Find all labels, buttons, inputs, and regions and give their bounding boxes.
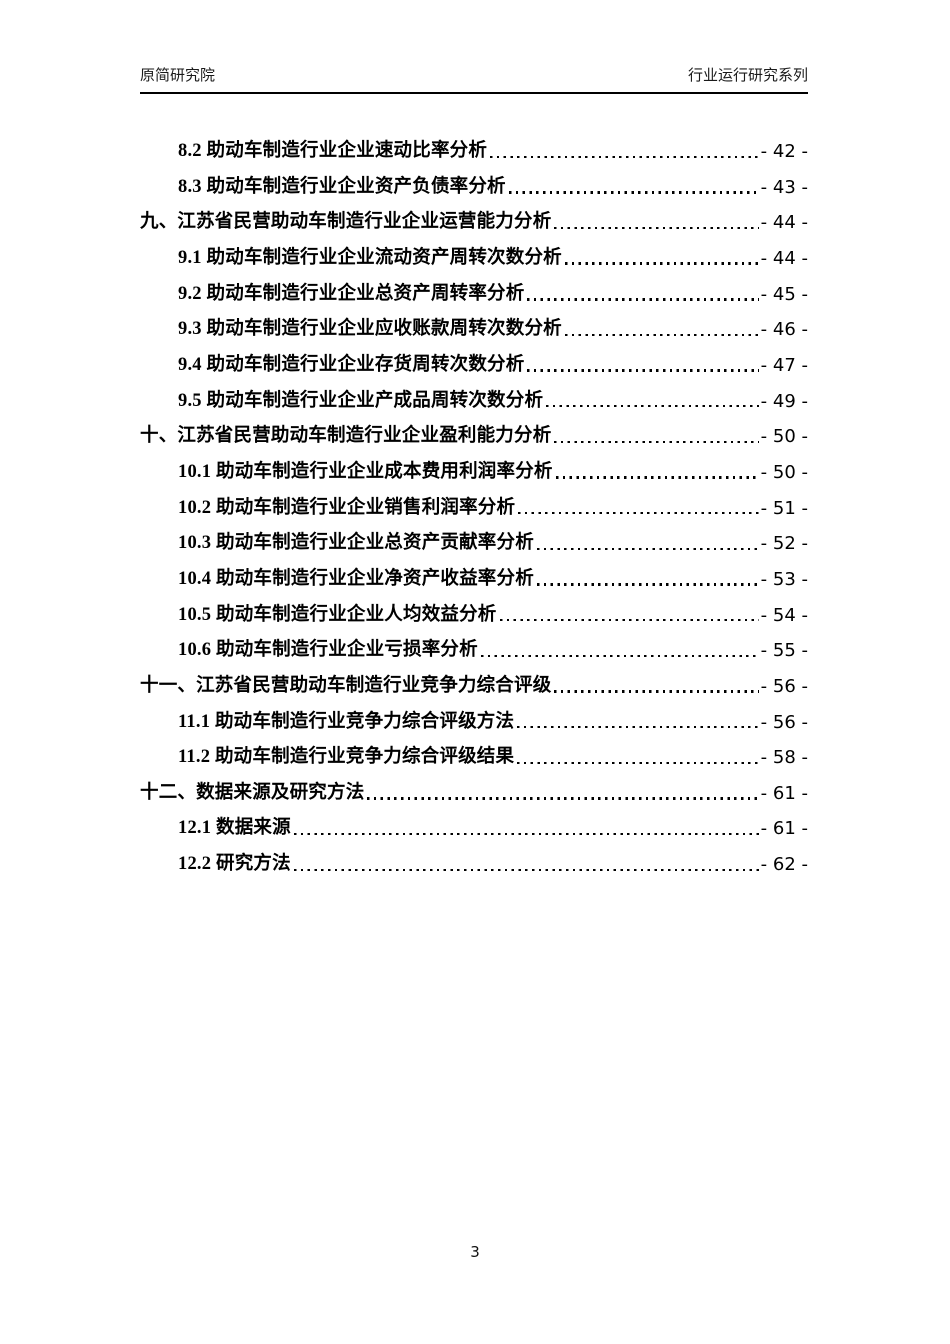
- dotted-leader: [367, 797, 759, 800]
- toc-entry-page: - 55 -: [760, 640, 808, 662]
- toc-entry-title: 9.1 助动车制造行业企业流动资产周转次数分析: [178, 247, 562, 268]
- dotted-leader: [480, 654, 759, 658]
- toc-entry[interactable]: 九、江苏省民营助动车制造行业企业运营能力分析 - 44 -: [140, 205, 808, 241]
- toc-entry-page: - 50 -: [760, 461, 808, 483]
- dotted-leader: [499, 619, 759, 622]
- toc-entry[interactable]: 9.3 助动车制造行业企业应收账款周转次数分析 - 46 -: [140, 312, 808, 348]
- dotted-leader: [546, 405, 759, 408]
- toc-entry[interactable]: 10.4 助动车制造行业企业净资产收益率分析 - 53 -: [140, 562, 808, 598]
- toc-entry[interactable]: 9.4 助动车制造行业企业存货周转次数分析 - 47 -: [140, 348, 808, 384]
- toc-entry-page: - 42 -: [760, 141, 808, 162]
- toc-entry[interactable]: 8.3 助动车制造行业企业资产负债率分析 - 43 -: [140, 170, 808, 206]
- toc-entry-title: 10.4 助动车制造行业企业净资产收益率分析: [178, 568, 534, 589]
- toc-entry-title: 十一、江苏省民营助动车制造行业竞争力综合评级: [140, 675, 552, 696]
- table-of-contents: 8.2 助动车制造行业企业速动比率分析 - 42 - 8.3 助动车制造行业企业…: [140, 134, 808, 883]
- toc-entry[interactable]: 11.2 助动车制造行业竞争力综合评级结果 - 58 -: [140, 740, 808, 776]
- toc-entry-title: 十、江苏省民营助动车制造行业企业盈利能力分析: [140, 426, 552, 447]
- toc-entry[interactable]: 十一、江苏省民营助动车制造行业竞争力综合评级 - 56 -: [140, 669, 808, 705]
- toc-entry-page: - 44 -: [760, 247, 808, 269]
- header-series-title: 行业运行研究系列: [687, 67, 808, 84]
- toc-entry-page: - 53 -: [760, 568, 808, 590]
- toc-entry-page: - 54 -: [760, 604, 808, 626]
- toc-entry[interactable]: 9.1 助动车制造行业企业流动资产周转次数分析 - 44 -: [140, 241, 808, 277]
- toc-entry[interactable]: 12.2 研究方法 - 62 -: [140, 847, 808, 883]
- dotted-leader: [517, 761, 759, 765]
- dotted-leader: [517, 726, 759, 729]
- toc-entry-title: 九、江苏省民营助动车制造行业企业运营能力分析: [140, 212, 552, 233]
- dotted-leader: [564, 262, 759, 265]
- toc-entry[interactable]: 10.3 助动车制造行业企业总资产贡献率分析 - 52 -: [140, 526, 808, 562]
- page-number: 3: [470, 1243, 480, 1261]
- dotted-leader: [564, 333, 759, 337]
- toc-entry-title: 9.5 助动车制造行业企业产成品周转次数分析: [178, 390, 544, 411]
- toc-entry-page: - 56 -: [760, 675, 808, 697]
- dotted-leader: [293, 832, 759, 836]
- toc-entry-title: 10.5 助动车制造行业企业人均效益分析: [178, 604, 497, 625]
- toc-entry-title: 8.2 助动车制造行业企业速动比率分析: [178, 141, 488, 161]
- toc-entry-page: - 43 -: [760, 176, 808, 198]
- toc-entry-title: 12.2 研究方法: [178, 854, 291, 875]
- toc-entry-title: 10.6 助动车制造行业企业亏损率分析: [178, 640, 478, 661]
- toc-entry-page: - 50 -: [760, 426, 808, 448]
- page-header: 原简研究院 行业运行研究系列: [140, 64, 808, 94]
- toc-entry[interactable]: 8.2 助动车制造行业企业速动比率分析 - 42 -: [140, 134, 808, 170]
- toc-entry[interactable]: 10.2 助动车制造行业企业销售利润率分析 - 51 -: [140, 491, 808, 527]
- toc-entry-title: 11.2 助动车制造行业竞争力综合评级结果: [178, 747, 515, 768]
- dotted-leader: [554, 440, 759, 444]
- dotted-leader: [527, 298, 759, 301]
- toc-entry[interactable]: 10.5 助动车制造行业企业人均效益分析 - 54 -: [140, 598, 808, 634]
- toc-entry-title: 10.1 助动车制造行业企业成本费用利润率分析: [178, 461, 553, 482]
- toc-entry[interactable]: 10.6 助动车制造行业企业亏损率分析 - 55 -: [140, 633, 808, 669]
- toc-entry-page: - 45 -: [760, 283, 808, 305]
- dotted-leader: [293, 868, 759, 872]
- toc-entry-title: 11.1 助动车制造行业竞争力综合评级方法: [178, 711, 515, 732]
- toc-entry-page: - 61 -: [760, 818, 808, 840]
- dotted-leader: [554, 690, 759, 693]
- toc-entry-page: - 62 -: [760, 854, 808, 876]
- dotted-leader: [555, 476, 759, 479]
- dotted-leader: [554, 226, 759, 230]
- toc-entry-title: 8.3 助动车制造行业企业资产负债率分析: [178, 176, 506, 197]
- toc-entry-page: - 52 -: [760, 533, 808, 555]
- toc-entry-page: - 56 -: [760, 711, 808, 733]
- toc-entry-page: - 49 -: [760, 390, 808, 412]
- toc-entry-page: - 51 -: [760, 497, 808, 519]
- toc-entry-title: 9.2 助动车制造行业企业总资产周转率分析: [178, 283, 525, 304]
- dotted-leader: [536, 547, 759, 551]
- toc-entry-title: 12.1 数据来源: [178, 818, 291, 839]
- toc-entry-page: - 61 -: [760, 782, 808, 804]
- toc-entry[interactable]: 十二、数据来源及研究方法 - 61 -: [140, 776, 808, 812]
- toc-entry-title: 10.3 助动车制造行业企业总资产贡献率分析: [178, 533, 534, 554]
- toc-entry[interactable]: 10.1 助动车制造行业企业成本费用利润率分析 - 50 -: [140, 455, 808, 491]
- toc-entry-title: 9.3 助动车制造行业企业应收账款周转次数分析: [178, 319, 562, 340]
- dotted-leader: [518, 512, 759, 515]
- toc-entry[interactable]: 9.2 助动车制造行业企业总资产周转率分析 - 45 -: [140, 277, 808, 313]
- dotted-leader: [490, 155, 759, 158]
- toc-entry[interactable]: 12.1 数据来源 - 61 -: [140, 811, 808, 847]
- toc-entry-page: - 58 -: [760, 747, 808, 769]
- toc-entry[interactable]: 9.5 助动车制造行业企业产成品周转次数分析 - 49 -: [140, 384, 808, 420]
- dotted-leader: [536, 583, 759, 586]
- toc-entry-title: 十二、数据来源及研究方法: [140, 782, 365, 803]
- toc-entry-page: - 44 -: [760, 212, 808, 234]
- header-org-name: 原简研究院: [140, 67, 216, 84]
- toc-entry-title: 10.2 助动车制造行业企业销售利润率分析: [178, 497, 516, 518]
- page-footer: 3: [0, 1243, 950, 1261]
- dotted-leader: [508, 191, 759, 194]
- toc-entry[interactable]: 11.1 助动车制造行业竞争力综合评级方法 - 56 -: [140, 705, 808, 741]
- toc-entry-page: - 46 -: [760, 319, 808, 341]
- toc-entry-page: - 47 -: [760, 354, 808, 376]
- toc-entry-title: 9.4 助动车制造行业企业存货周转次数分析: [178, 354, 525, 375]
- toc-entry[interactable]: 十、江苏省民营助动车制造行业企业盈利能力分析 - 50 -: [140, 419, 808, 455]
- dotted-leader: [527, 369, 759, 372]
